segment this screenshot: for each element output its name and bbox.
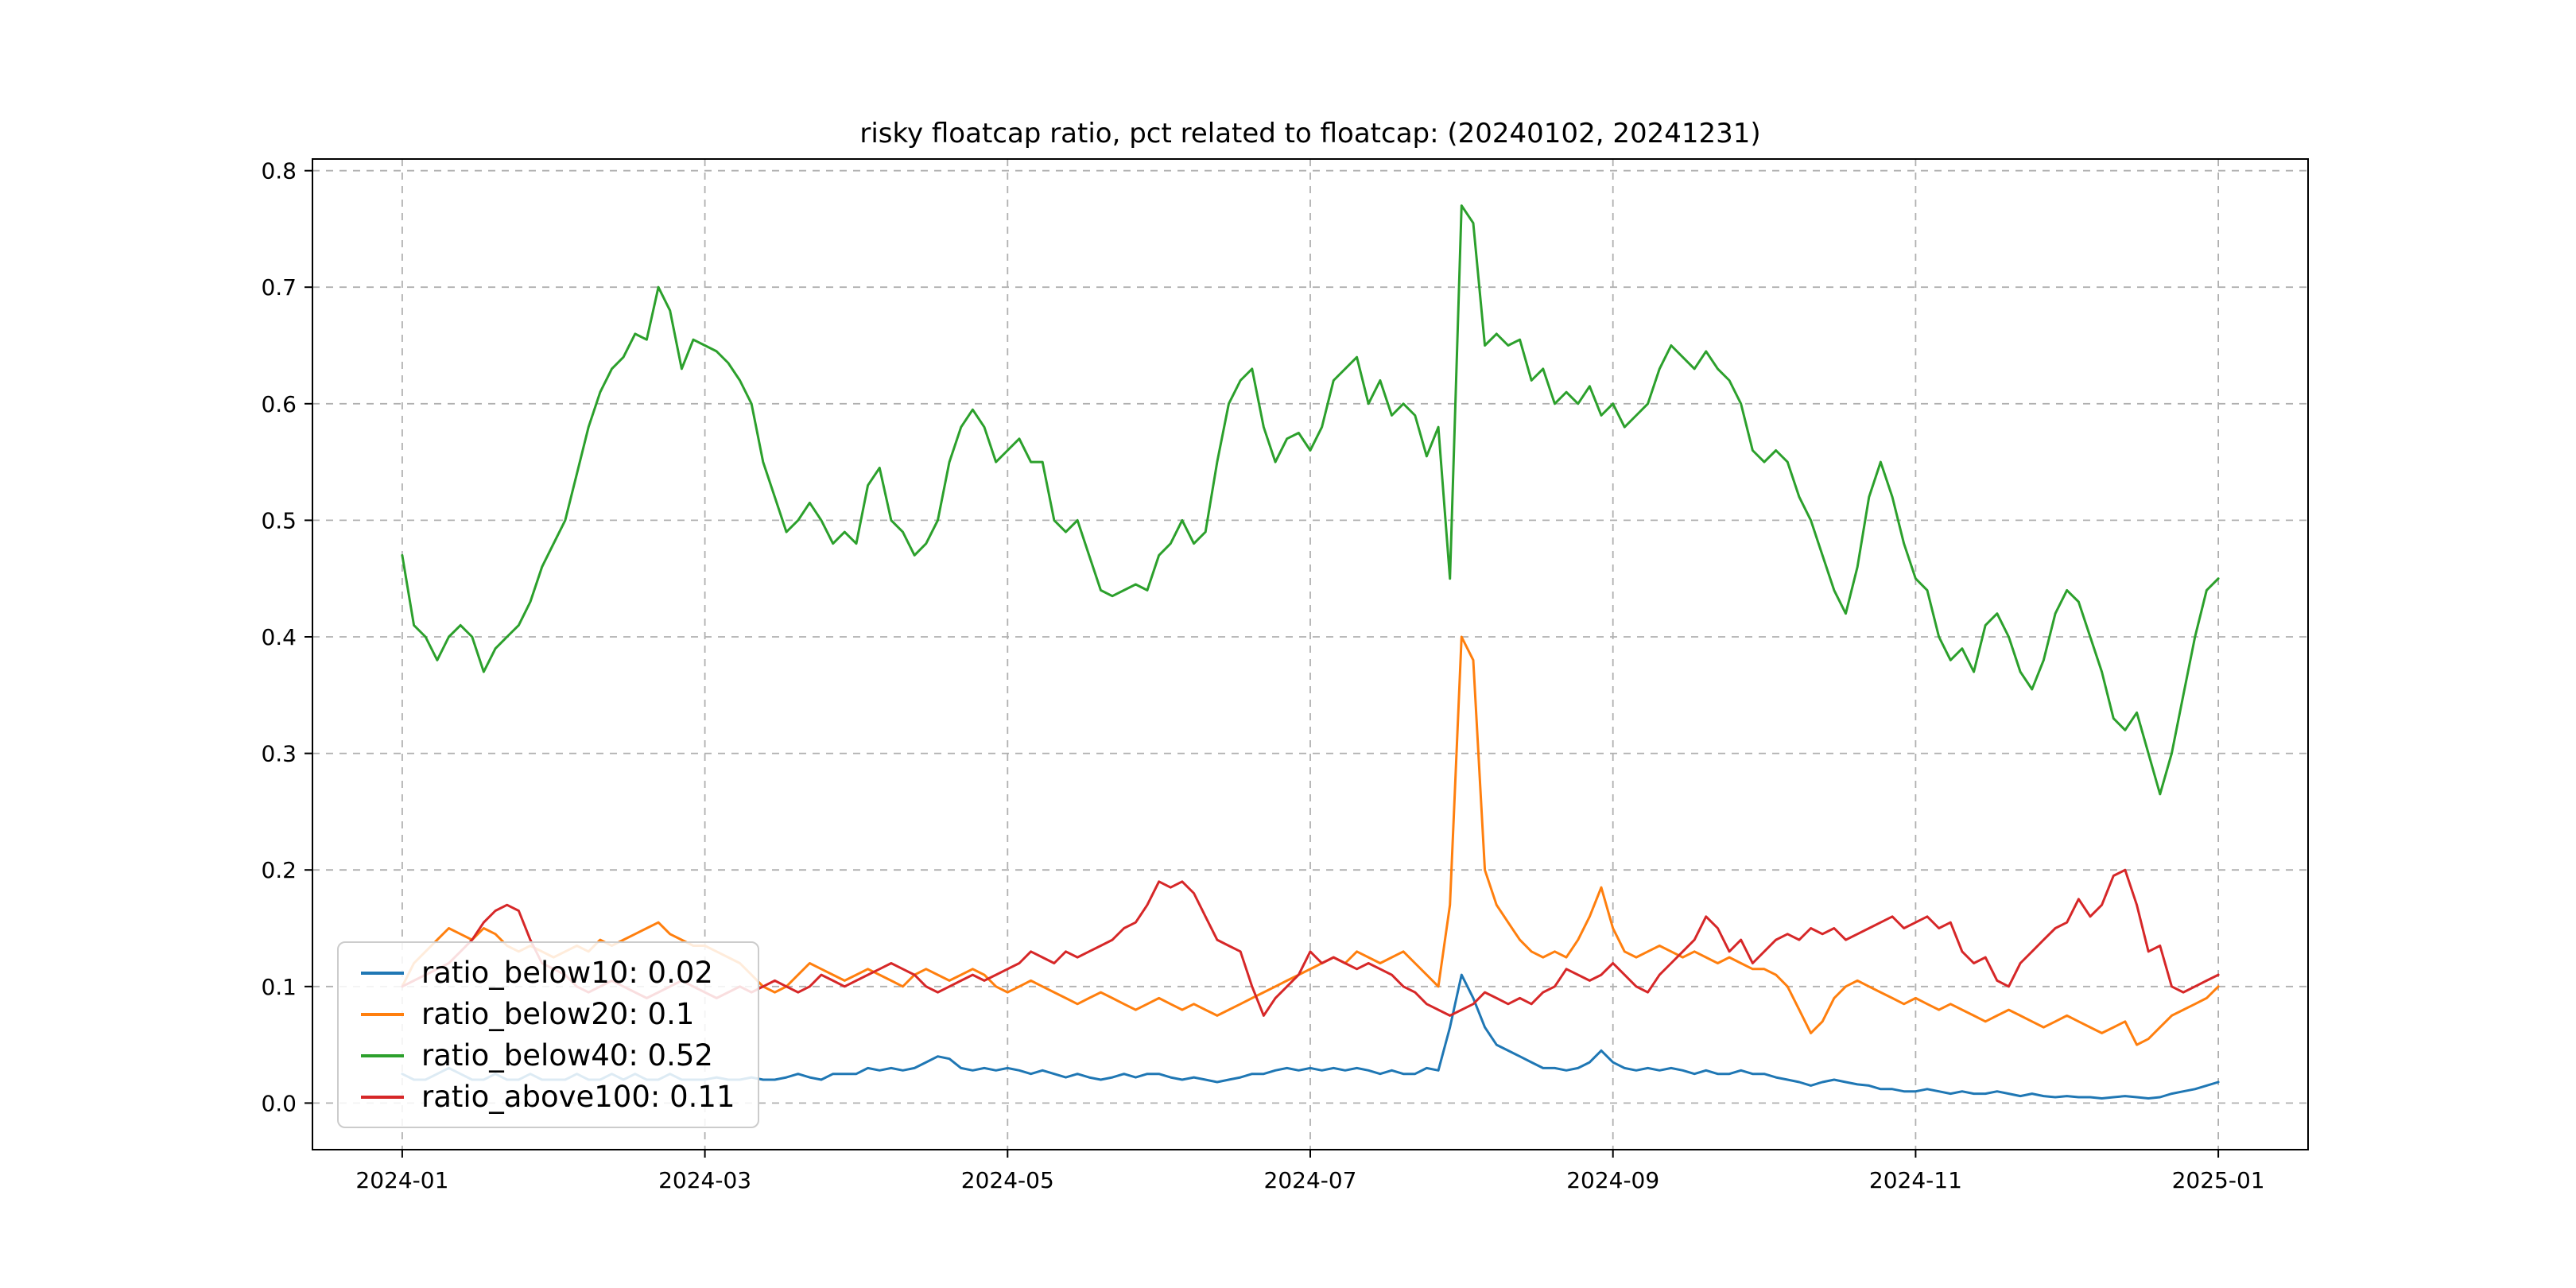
legend-item-ratio_above100: ratio_above100: 0.11 xyxy=(361,1080,735,1114)
y-tick-label: 0.3 xyxy=(261,741,297,767)
legend-item-ratio_below20: ratio_below20: 0.1 xyxy=(361,997,735,1031)
legend-label: ratio_below40: 0.52 xyxy=(421,1038,713,1073)
legend-line-sample xyxy=(361,971,404,975)
y-tick-label: 0.7 xyxy=(261,274,297,301)
y-tick-label: 0.2 xyxy=(261,857,297,883)
legend-line-sample xyxy=(361,1053,404,1057)
y-tick-label: 0.5 xyxy=(261,507,297,533)
series-line-ratio_below40 xyxy=(401,204,2220,796)
x-tick-label: 2024-09 xyxy=(1566,1167,1659,1193)
legend-item-ratio_below10: ratio_below10: 0.02 xyxy=(361,956,735,990)
legend-label: ratio_above100: 0.11 xyxy=(421,1080,735,1114)
legend-item-ratio_below40: ratio_below40: 0.52 xyxy=(361,1038,735,1073)
y-tick-label: 0.6 xyxy=(261,391,297,417)
y-tick-label: 0.8 xyxy=(261,158,297,184)
legend-line-sample xyxy=(361,1012,404,1016)
x-tick-label: 2024-07 xyxy=(1264,1167,1357,1193)
x-tick-label: 2024-05 xyxy=(961,1167,1054,1193)
x-tick-label: 2025-01 xyxy=(2172,1167,2265,1193)
x-tick-label: 2024-01 xyxy=(355,1167,448,1193)
x-tick-label: 2024-11 xyxy=(1869,1167,1962,1193)
y-tick-label: 0.0 xyxy=(261,1090,297,1116)
legend-label: ratio_below10: 0.02 xyxy=(421,956,713,990)
legend: ratio_below10: 0.02 ratio_below20: 0.1 rat… xyxy=(337,941,759,1128)
chart-title: risky floatcap ratio, pct related to flo… xyxy=(859,118,1761,149)
legend-label: ratio_below20: 0.1 xyxy=(421,997,695,1031)
legend-line-sample xyxy=(361,1095,404,1099)
x-tick-label: 2024-03 xyxy=(658,1167,751,1193)
y-tick-label: 0.4 xyxy=(261,624,297,650)
y-tick-label: 0.1 xyxy=(261,974,297,1000)
